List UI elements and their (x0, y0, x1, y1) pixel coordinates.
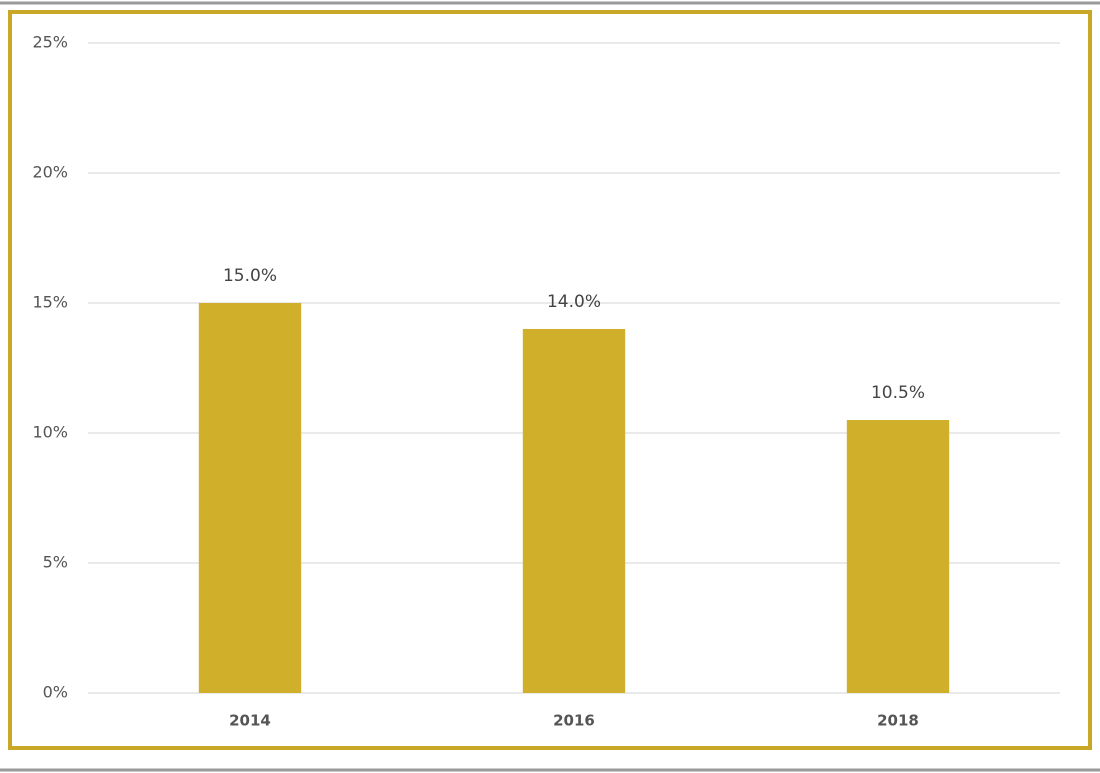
y-tick-label: 10% (32, 423, 68, 442)
y-tick-label: 15% (32, 293, 68, 312)
y-tick-label: 0% (43, 683, 68, 702)
bar (522, 329, 626, 693)
value-label: 15.0% (223, 266, 277, 286)
x-tick-label: 2018 (877, 712, 919, 730)
value-label: 14.0% (547, 292, 601, 312)
bar (198, 303, 302, 693)
y-tick-label: 25% (32, 33, 68, 52)
y-tick-label: 5% (43, 553, 68, 572)
frame (8, 10, 1092, 750)
bar (846, 420, 950, 693)
x-tick-label: 2016 (553, 712, 595, 730)
x-tick-label: 2014 (229, 712, 271, 730)
y-tick-label: 20% (32, 163, 68, 182)
value-label: 10.5% (871, 383, 925, 403)
